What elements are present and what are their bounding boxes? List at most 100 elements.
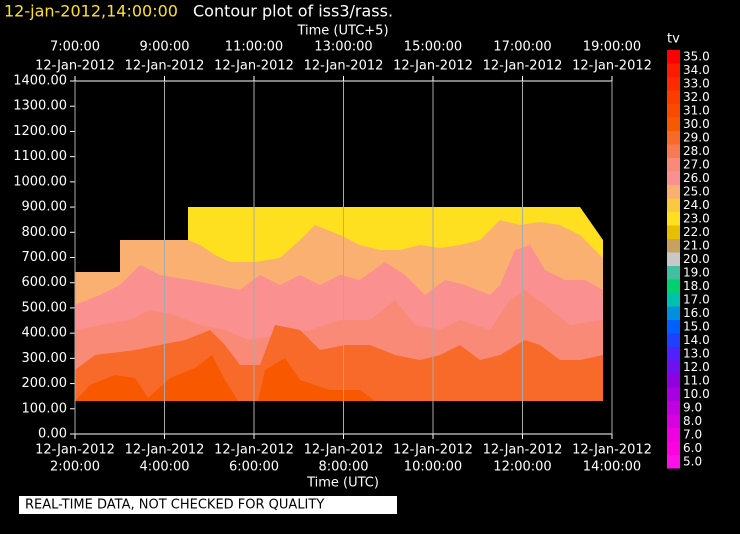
colorbar-swatch [667, 333, 680, 347]
colorbar-label: 25.0 [683, 184, 710, 198]
y-tick-label: 600.00 [22, 275, 68, 290]
colorbar-label: 11.0 [683, 373, 710, 387]
y-tick-label: 500.00 [22, 300, 68, 315]
colorbar-label: tv [667, 32, 680, 47]
y-tick-label: 1000.00 [13, 174, 67, 189]
y-tick-label: 1200.00 [13, 124, 67, 139]
colorbar-swatch [667, 279, 680, 293]
colorbar-swatch [667, 212, 680, 226]
top-x-tick-time: 19:00:00 [583, 40, 641, 55]
top-x-tick-time: 17:00:00 [493, 40, 551, 55]
x-tick-time: 14:00:00 [583, 460, 641, 475]
colorbar-swatch [667, 90, 680, 104]
x-tick-date: 12-Jan-2012 [125, 443, 205, 458]
colorbar-label: 7.0 [683, 427, 702, 441]
y-tick-label: 300.00 [22, 351, 68, 366]
top-x-tick-time: 11:00:00 [225, 40, 283, 55]
x-tick-date: 12-Jan-2012 [483, 443, 563, 458]
colorbar-swatch [667, 50, 680, 64]
x-tick-time: 10:00:00 [404, 460, 462, 475]
colorbar-swatch [667, 428, 680, 442]
y-tick-label: 400.00 [22, 326, 68, 341]
y-tick-label: 1400.00 [13, 74, 67, 89]
colorbar-label: 34.0 [683, 63, 710, 77]
colorbar-swatch [667, 401, 680, 415]
colorbar-swatch [667, 77, 680, 91]
colorbar-swatch [667, 239, 680, 253]
colorbar-label: 14.0 [683, 333, 710, 347]
top-x-tick-date: 12-Jan-2012 [393, 59, 473, 74]
colorbar-label: 27.0 [683, 157, 710, 171]
colorbar-swatch [667, 171, 680, 185]
colorbar-swatch [667, 320, 680, 334]
top-x-tick-time: 7:00:00 [50, 40, 100, 55]
top-x-tick-date: 12-Jan-2012 [304, 59, 384, 74]
colorbar-swatch [667, 158, 680, 172]
colorbar-label: 6.0 [683, 441, 702, 455]
y-tick-label: 900.00 [22, 200, 68, 215]
x-tick-time: 4:00:00 [139, 460, 189, 475]
colorbar-swatch [667, 306, 680, 320]
colorbar-label: 15.0 [683, 319, 710, 333]
colorbar-label: 12.0 [683, 360, 710, 374]
contour-band [75, 355, 238, 401]
y-tick-label: 1100.00 [13, 149, 67, 164]
title-time: 12-jan-2012,14:00:00 [4, 2, 178, 21]
colorbar-swatch [667, 414, 680, 428]
colorbar-label: 8.0 [683, 414, 702, 428]
colorbar-swatch [667, 117, 680, 131]
colorbar-label: 31.0 [683, 103, 710, 117]
y-tick-label: 200.00 [22, 376, 68, 391]
colorbar-swatch [667, 225, 680, 239]
y-tick-label: 100.00 [22, 401, 68, 416]
top-x-tick-date: 12-Jan-2012 [483, 59, 563, 74]
x-tick-date: 12-Jan-2012 [393, 443, 473, 458]
colorbar-swatch [667, 347, 680, 361]
footer-box [19, 496, 397, 514]
colorbar-swatch [667, 198, 680, 212]
colorbar-label: 29.0 [683, 130, 710, 144]
top-x-tick-time: 13:00:00 [314, 40, 372, 55]
y-tick-label: 800.00 [22, 225, 68, 240]
colorbar-swatch [667, 360, 680, 374]
x-tick-time: 8:00:00 [318, 460, 368, 475]
colorbar-label: 22.0 [683, 225, 710, 239]
footer: REAL-TIME DATA, NOT CHECKED FOR QUALITY [25, 498, 324, 513]
top-x-tick-date: 12-Jan-2012 [125, 59, 205, 74]
x-tick-date: 12-Jan-2012 [35, 443, 115, 458]
x-tick-time: 12:00:00 [493, 460, 551, 475]
colorbar-swatch [667, 455, 680, 469]
colorbar-label: 30.0 [683, 117, 710, 131]
top-x-tick-date: 12-Jan-2012 [572, 59, 652, 74]
top-x-tick-time: 15:00:00 [404, 40, 462, 55]
y-tick-label: 0.00 [38, 427, 67, 442]
colorbar-label: 5.0 [683, 454, 702, 468]
colorbar-label: 10.0 [683, 387, 710, 401]
colorbar-label: 32.0 [683, 90, 710, 104]
colorbar-label: 35.0 [683, 49, 710, 63]
contour-band [258, 358, 375, 401]
y-tick-label: 700.00 [22, 250, 68, 265]
x-tick-date: 12-Jan-2012 [214, 443, 294, 458]
x-axis-label: Time (UTC) [306, 476, 379, 491]
colorbar-label: 28.0 [683, 144, 710, 158]
colorbar-swatch [667, 131, 680, 145]
colorbar-label: 17.0 [683, 292, 710, 306]
colorbar-swatch [667, 144, 680, 158]
colorbar-swatch [667, 185, 680, 199]
x-tick-date: 12-Jan-2012 [572, 443, 652, 458]
colorbar-label: 13.0 [683, 346, 710, 360]
colorbar-label: 18.0 [683, 279, 710, 293]
top-x-tick-date: 12-Jan-2012 [214, 59, 294, 74]
colorbar-swatch [667, 293, 680, 307]
y-tick-label: 1300.00 [13, 99, 67, 114]
colorbar: 35.034.033.032.031.030.029.028.027.026.0… [667, 49, 710, 469]
colorbar-swatch [667, 441, 680, 455]
colorbar-label: 21.0 [683, 238, 710, 252]
top-axis-label: Time (UTC+5) [296, 24, 388, 39]
colorbar-swatch [667, 252, 680, 266]
colorbar-swatch [667, 266, 680, 280]
colorbar-label: 24.0 [683, 198, 710, 212]
colorbar-label: 9.0 [683, 400, 702, 414]
